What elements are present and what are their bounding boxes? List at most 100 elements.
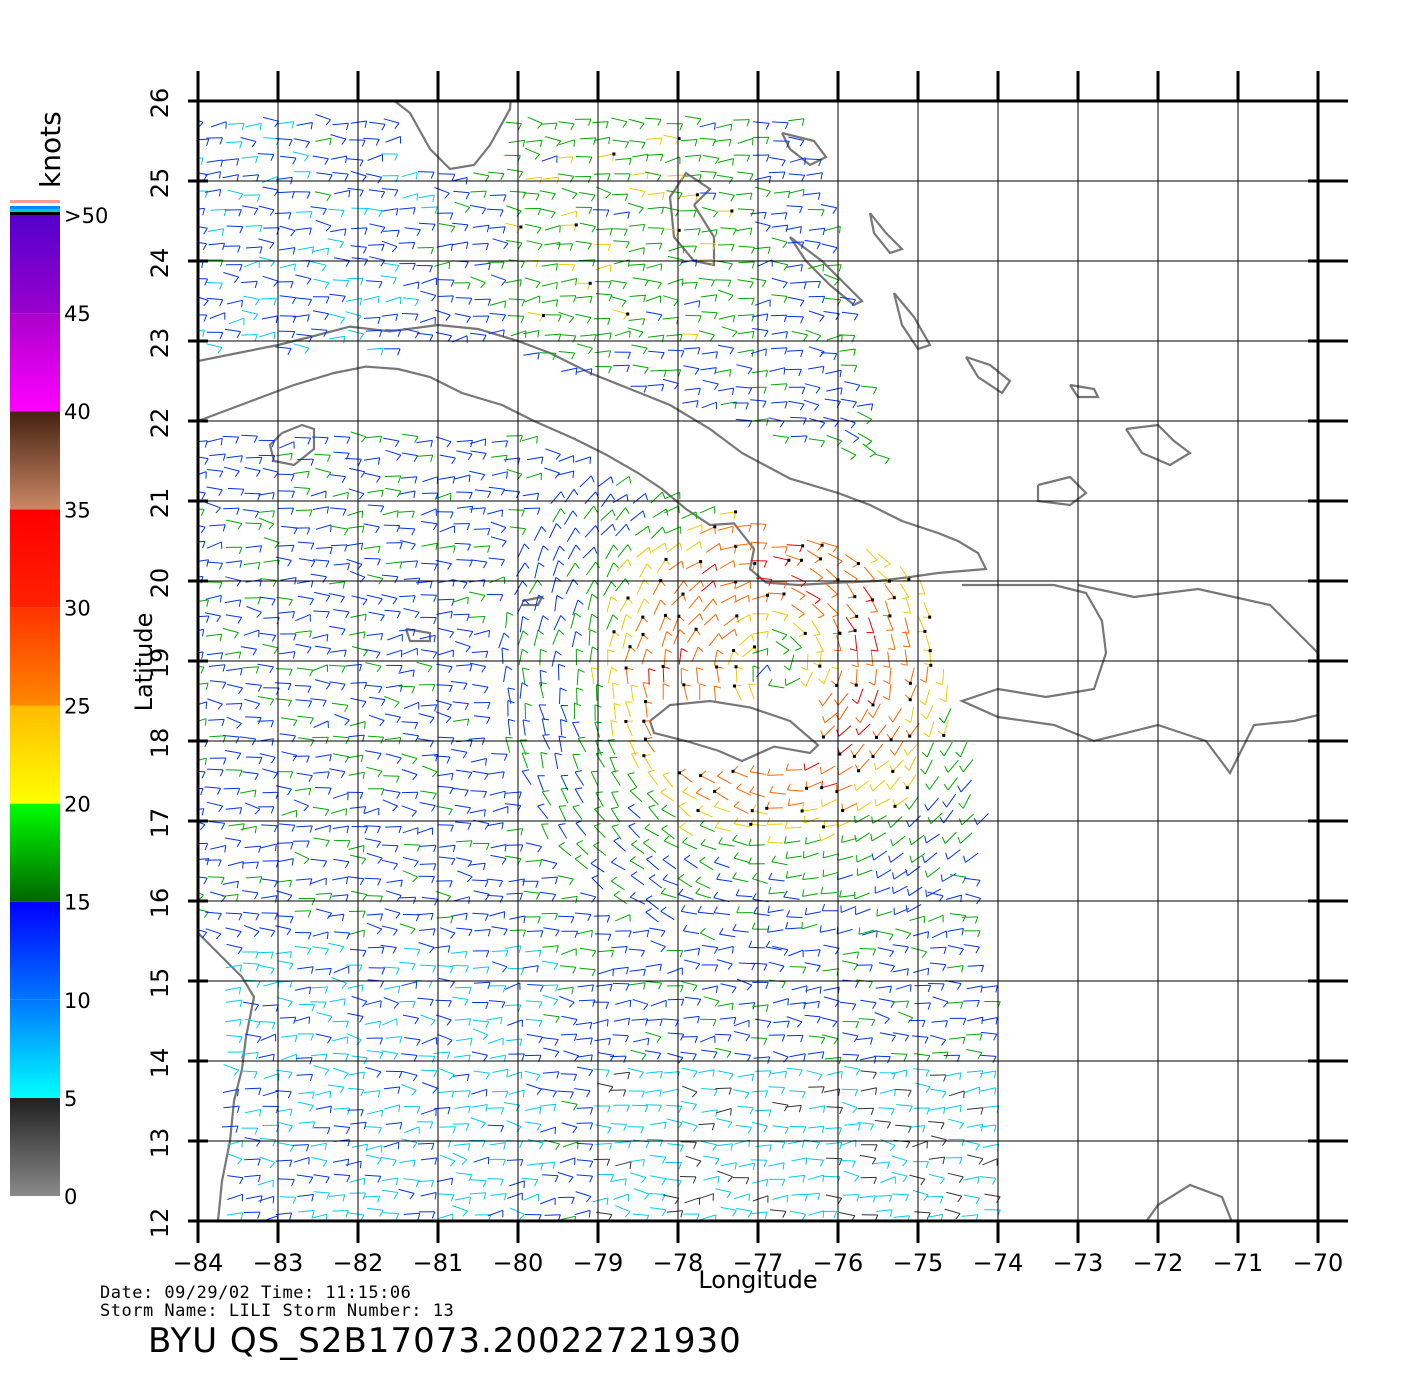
wind-barb [817, 949, 821, 957]
wind-vector [615, 1205, 631, 1213]
wind-barb [803, 334, 809, 342]
wind-vector [684, 1197, 700, 1204]
wind-vector [312, 664, 328, 672]
wind-vector [821, 1017, 838, 1022]
wind-barb [727, 1034, 732, 1042]
wind-vector [895, 984, 912, 990]
wind-barb [692, 1125, 698, 1132]
wind-vector [244, 1158, 261, 1161]
wind-vector [517, 630, 524, 647]
wind-vector [419, 222, 436, 225]
wind-vector [540, 824, 549, 840]
wind-barb [287, 683, 292, 691]
wind-barb [270, 806, 275, 814]
wind-vector [226, 519, 242, 524]
wind-vector [383, 985, 400, 990]
wind-barb [871, 1019, 876, 1027]
wind-vector [685, 1155, 702, 1162]
wind-barb [871, 816, 874, 824]
wind-vector [293, 486, 310, 489]
wind-vector [785, 855, 802, 859]
wind-vector [419, 802, 436, 807]
wind-barb [866, 440, 873, 446]
wind-vector [701, 985, 718, 990]
wind-barb [287, 1001, 293, 1008]
wind-vector [315, 1090, 331, 1096]
wind-vector [313, 610, 330, 613]
wind-barb [501, 858, 507, 865]
wind-barb [500, 1125, 505, 1133]
wind-barb [697, 948, 701, 956]
wind-vector [820, 204, 837, 209]
wind-barb [359, 1161, 362, 1169]
wind-barb [801, 1214, 807, 1221]
wind-vector [964, 877, 981, 881]
wind-barb [254, 892, 259, 900]
wind-barb [516, 1126, 522, 1133]
wind-vector [770, 1070, 787, 1075]
wind-barb [642, 263, 646, 271]
wind-vector [825, 369, 842, 375]
wind-barb [468, 1105, 471, 1114]
wind-barb [345, 1210, 349, 1218]
wind-barb [639, 123, 645, 130]
wind-vector [551, 577, 557, 593]
wind-vector [398, 510, 415, 513]
wind-barb [700, 838, 706, 846]
wind-vector [844, 429, 860, 439]
rain-flag-marker [820, 543, 824, 547]
wind-vector [804, 762, 820, 771]
wind-barb [519, 1214, 525, 1220]
wind-barb [805, 985, 808, 993]
wind-vector [771, 224, 788, 228]
wind-barb [269, 666, 274, 674]
wind-vector [841, 905, 857, 913]
wind-barb [662, 192, 665, 200]
wind-vector [825, 1194, 842, 1199]
wind-vector [751, 1121, 768, 1127]
wind-vector [752, 630, 769, 635]
wind-vector [889, 667, 892, 684]
wind-barb [728, 263, 733, 270]
wind-vector [327, 1084, 344, 1088]
wind-barb [307, 910, 312, 918]
wind-vector [606, 562, 614, 578]
wind-vector [332, 792, 349, 799]
wind-vector [313, 278, 330, 284]
wind-barb [324, 1069, 330, 1076]
wind-vector [713, 685, 717, 703]
wind-vector [610, 280, 627, 284]
wind-vector [806, 539, 823, 546]
lat-tick-label: 18 [146, 728, 174, 759]
wind-barb [821, 296, 826, 304]
wind-vector [717, 1070, 734, 1075]
wind-vector [386, 684, 402, 689]
wind-barb [429, 1121, 434, 1129]
wind-vector [329, 664, 346, 667]
wind-barb [819, 986, 822, 994]
wind-barb [591, 770, 599, 773]
wind-vector [243, 911, 260, 915]
wind-vector [572, 754, 579, 770]
wind-vector [451, 912, 468, 917]
wind-vector [961, 916, 978, 918]
wind-vector [878, 998, 895, 1003]
wind-vector [963, 944, 980, 948]
colorbar-band [10, 901, 60, 1000]
wind-vector [487, 509, 503, 515]
wind-vector [489, 1054, 506, 1059]
wind-barb [431, 1143, 435, 1151]
wind-barb [376, 1071, 382, 1078]
wind-barb [483, 791, 487, 799]
wind-vector [539, 670, 542, 687]
wind-vector [845, 617, 856, 631]
wind-vector [699, 824, 715, 833]
wind-barb [290, 842, 294, 850]
wind-barb [751, 1074, 754, 1082]
wind-vector [242, 666, 259, 669]
wind-vector [699, 506, 715, 514]
wind-vector [198, 651, 204, 654]
wind-barb [311, 1004, 316, 1012]
wind-barb [644, 823, 651, 829]
wind-vector [732, 877, 749, 883]
